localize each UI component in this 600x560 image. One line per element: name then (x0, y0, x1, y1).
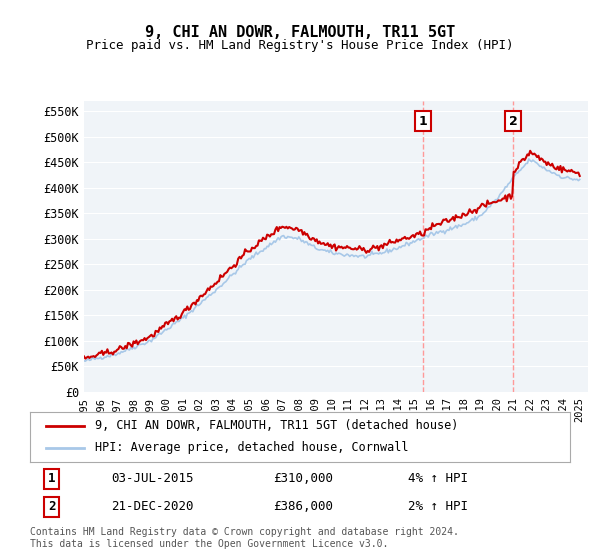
Text: 1: 1 (418, 115, 427, 128)
Text: 9, CHI AN DOWR, FALMOUTH, TR11 5GT (detached house): 9, CHI AN DOWR, FALMOUTH, TR11 5GT (deta… (95, 419, 458, 432)
Text: 2: 2 (48, 500, 55, 514)
Text: 9, CHI AN DOWR, FALMOUTH, TR11 5GT: 9, CHI AN DOWR, FALMOUTH, TR11 5GT (145, 25, 455, 40)
Text: 03-JUL-2015: 03-JUL-2015 (111, 472, 193, 486)
Text: 21-DEC-2020: 21-DEC-2020 (111, 500, 193, 514)
Text: Price paid vs. HM Land Registry's House Price Index (HPI): Price paid vs. HM Land Registry's House … (86, 39, 514, 52)
Text: 2% ↑ HPI: 2% ↑ HPI (408, 500, 468, 514)
Text: £310,000: £310,000 (273, 472, 333, 486)
Text: £386,000: £386,000 (273, 500, 333, 514)
Text: HPI: Average price, detached house, Cornwall: HPI: Average price, detached house, Corn… (95, 441, 409, 454)
Text: Contains HM Land Registry data © Crown copyright and database right 2024.
This d: Contains HM Land Registry data © Crown c… (30, 527, 459, 549)
Text: 2: 2 (509, 115, 518, 128)
Text: 4% ↑ HPI: 4% ↑ HPI (408, 472, 468, 486)
Text: 1: 1 (48, 472, 55, 486)
